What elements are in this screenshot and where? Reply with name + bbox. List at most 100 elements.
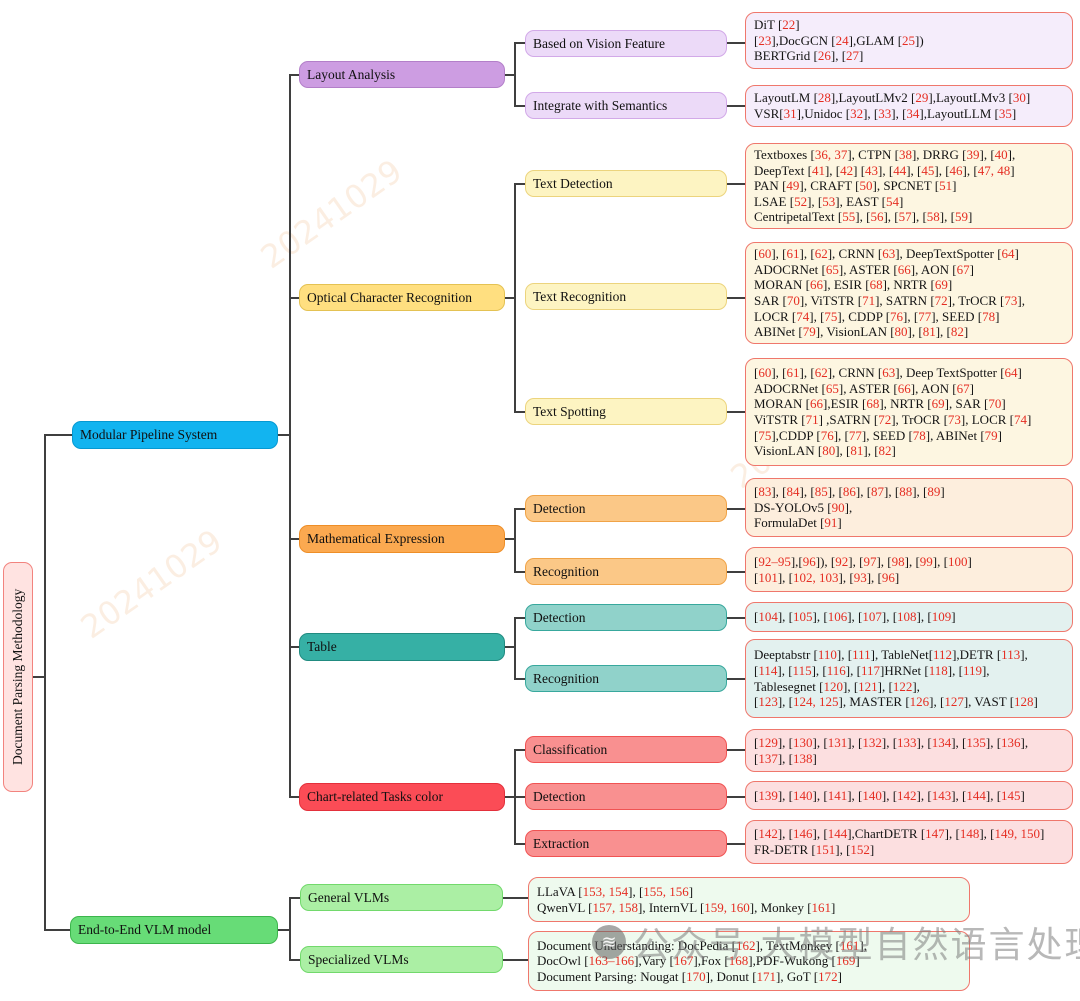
connector-line <box>278 434 290 436</box>
node-mathematical-expression: Mathematical Expression <box>299 525 505 553</box>
node-table: Table <box>299 633 505 661</box>
citations-chart-detection: [139], [140], [141], [140], [142], [143]… <box>745 781 1073 810</box>
connector-line <box>727 105 745 107</box>
connector-line <box>515 508 525 510</box>
citation-text: DiT [22] [23],DocGCN [24],GLAM [25]) BERT… <box>754 17 924 64</box>
connector-line <box>289 897 291 961</box>
connector-line <box>290 646 299 648</box>
node-based-on-vision-feature: Based on Vision Feature <box>525 30 727 57</box>
node-general-vlms: General VLMs <box>300 884 503 911</box>
connector-line <box>45 434 72 436</box>
connector-line <box>514 508 516 573</box>
connector-line <box>515 678 525 680</box>
node-math-recognition: Recognition <box>525 558 727 585</box>
citations-table-recognition: Deeptabstr [110], [111], TableNet[112],D… <box>745 639 1073 718</box>
connector-line <box>290 538 299 540</box>
node-table-detection: Detection <box>525 604 727 631</box>
citation-text: [60], [61], [62], CRNN [63], DeepTextSpo… <box>754 246 1025 340</box>
node-specialized-vlms: Specialized VLMs <box>300 946 503 973</box>
connector-line <box>515 411 525 413</box>
connector-line <box>515 571 525 573</box>
citation-text: [83], [84], [85], [86], [87], [88], [89]… <box>754 484 945 531</box>
node-text-spotting: Text Spotting <box>525 398 727 425</box>
connector-line <box>727 297 745 299</box>
connector-line <box>514 617 516 680</box>
connector-line <box>290 74 299 76</box>
node-math-detection: Detection <box>525 495 727 522</box>
connector-line <box>505 297 515 299</box>
node-table-recognition: Recognition <box>525 665 727 692</box>
connector-line <box>503 959 528 961</box>
connector-line <box>290 959 300 961</box>
node-modular-pipeline-system: Modular Pipeline System <box>72 421 278 449</box>
node-chart-classification: Classification <box>525 736 727 763</box>
node-end-to-end-vlm-model: End-to-End VLM model <box>70 916 278 944</box>
connector-line <box>727 617 745 619</box>
node-layout-analysis: Layout Analysis <box>299 61 505 88</box>
connector-line <box>290 796 299 798</box>
node-text-recognition: Text Recognition <box>525 283 727 310</box>
connector-line <box>515 105 525 107</box>
citations-text-recognition: [60], [61], [62], CRNN [63], DeepTextSpo… <box>745 242 1073 344</box>
node-root: Document Parsing Methodology <box>3 562 33 792</box>
citation-text: Deeptabstr [110], [111], TableNet[112],D… <box>754 647 1038 710</box>
node-integrate-with-semantics: Integrate with Semantics <box>525 92 727 119</box>
citation-text: [139], [140], [141], [140], [142], [143]… <box>754 787 1025 803</box>
connector-line <box>33 676 45 678</box>
citation-text: [129], [130], [131], [132], [133], [134]… <box>754 734 1029 766</box>
citations-chart-classification: [129], [130], [131], [132], [133], [134]… <box>745 729 1073 772</box>
citations-text-spotting: [60], [61], [62], CRNN [63], Deep TextSp… <box>745 358 1073 466</box>
watermark-stamp: 20241029 <box>253 151 410 277</box>
connector-line <box>727 749 745 751</box>
connector-line <box>505 646 515 648</box>
citations-layout-semantics: LayoutLM [28],LayoutLMv2 [29],LayoutLMv3… <box>745 85 1073 127</box>
connector-line <box>727 42 745 44</box>
connector-line <box>514 749 516 845</box>
citation-text: LLaVA [153, 154], [155, 156] QwenVL [157,… <box>537 883 836 915</box>
citations-layout-vision: DiT [22] [23],DocGCN [24],GLAM [25]) BERT… <box>745 12 1073 69</box>
citation-text: [60], [61], [62], CRNN [63], Deep TextSp… <box>754 365 1032 459</box>
citations-general-vlms: LLaVA [153, 154], [155, 156] QwenVL [157,… <box>528 877 970 922</box>
citations-math-recognition: [92–95],[96]), [92], [97], [98], [99], [… <box>745 547 1073 592</box>
citations-chart-extraction: [142], [146], [144],ChartDETR [147], [14… <box>745 820 1073 864</box>
connector-line <box>727 183 745 185</box>
connector-line <box>289 74 291 798</box>
connector-line <box>727 411 745 413</box>
connector-line <box>514 42 516 107</box>
connector-line <box>44 434 46 931</box>
connector-line <box>515 749 525 751</box>
citation-text: [142], [146], [144],ChartDETR [147], [14… <box>754 826 1045 857</box>
citation-text: Document Understanding: DocPedia [162], … <box>537 937 867 984</box>
citations-specialized-vlms: Document Understanding: DocPedia [162], … <box>528 931 970 991</box>
connector-line <box>45 929 70 931</box>
connector-line <box>727 571 745 573</box>
node-chart-extraction: Extraction <box>525 830 727 857</box>
citation-text: [92–95],[96]), [92], [97], [98], [99], [… <box>754 553 972 585</box>
connector-line <box>505 74 515 76</box>
citation-text: Textboxes [36, 37], CTPN [38], DRRG [39]… <box>754 147 1016 225</box>
connector-line <box>278 929 290 931</box>
connector-line <box>727 508 745 510</box>
node-text-detection: Text Detection <box>525 170 727 197</box>
connector-line <box>727 843 745 845</box>
connector-line <box>514 183 516 413</box>
connector-line <box>727 796 745 798</box>
connector-line <box>515 843 525 845</box>
connector-line <box>505 538 515 540</box>
connector-line <box>515 617 525 619</box>
citation-text: LayoutLM [28],LayoutLMv2 [29],LayoutLMv3… <box>754 90 1031 121</box>
citations-text-detection: Textboxes [36, 37], CTPN [38], DRRG [39]… <box>745 143 1073 229</box>
citations-math-detection: [83], [84], [85], [86], [87], [88], [89]… <box>745 478 1073 537</box>
connector-line <box>727 678 745 680</box>
node-optical-character-recognition: Optical Character Recognition <box>299 284 505 311</box>
connector-line <box>290 297 299 299</box>
connector-line <box>515 42 525 44</box>
connector-line <box>503 897 528 899</box>
connector-line <box>290 897 300 899</box>
watermark-stamp: 20241029 <box>73 521 230 647</box>
citations-table-detection: [104], [105], [106], [107], [108], [109] <box>745 602 1073 632</box>
node-chart-detection: Detection <box>525 783 727 810</box>
node-chart-related-tasks: Chart-related Tasks color <box>299 783 505 811</box>
connector-line <box>515 183 525 185</box>
